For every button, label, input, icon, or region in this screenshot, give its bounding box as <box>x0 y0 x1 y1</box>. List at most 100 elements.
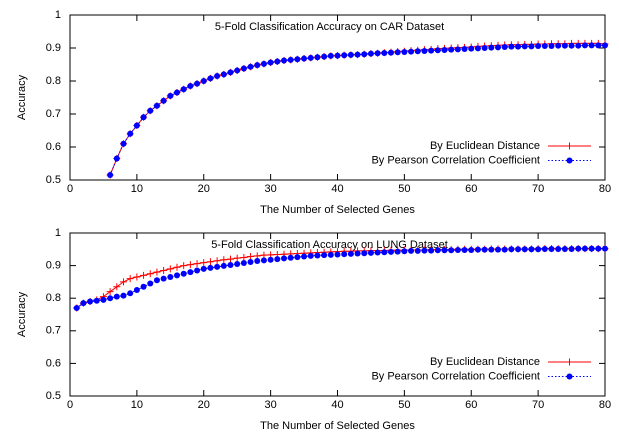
point <box>481 45 488 51</box>
point <box>341 52 348 59</box>
point <box>227 261 234 268</box>
x-tick-label: 0 <box>67 399 73 411</box>
point <box>535 43 542 50</box>
point <box>187 269 194 276</box>
point <box>347 51 354 58</box>
point <box>461 246 468 253</box>
point <box>508 43 515 50</box>
y-tick-label: 0.6 <box>46 141 61 153</box>
point <box>167 274 174 281</box>
point <box>194 267 201 274</box>
x-tick-label: 10 <box>131 399 143 411</box>
point <box>501 44 508 51</box>
point <box>568 42 575 49</box>
point <box>347 250 354 257</box>
point <box>160 275 167 282</box>
point <box>581 42 588 49</box>
point <box>548 43 555 50</box>
point <box>434 247 441 254</box>
point <box>107 172 114 179</box>
point <box>254 62 261 69</box>
plot-frame <box>69 232 606 397</box>
series: By Euclidean Distance <box>73 245 609 368</box>
point <box>421 247 428 254</box>
legend-marker <box>566 142 573 150</box>
legend-marker <box>566 157 573 164</box>
x-tick-label: 30 <box>265 183 277 195</box>
y-tick-label: 0.6 <box>46 357 61 369</box>
point <box>254 258 261 265</box>
point <box>301 55 308 62</box>
point <box>434 47 441 54</box>
point <box>314 252 321 259</box>
point <box>327 52 334 59</box>
point <box>247 63 254 70</box>
point <box>488 44 495 51</box>
x-tick-label: 40 <box>331 399 343 411</box>
x-tick-label: 10 <box>131 183 143 195</box>
y-tick-label: 0.5 <box>46 174 61 186</box>
point <box>454 246 461 253</box>
point <box>327 251 334 258</box>
point <box>120 140 127 147</box>
point <box>173 263 181 271</box>
point <box>561 245 568 252</box>
point <box>167 92 174 99</box>
point <box>174 89 180 96</box>
point <box>267 256 274 263</box>
point <box>160 266 168 274</box>
point <box>200 265 207 272</box>
x-axis-label: The Number of Selected Genes <box>260 420 415 432</box>
point <box>367 249 374 256</box>
legend-label: By Euclidean Distance <box>430 356 540 368</box>
point <box>334 251 341 258</box>
point <box>220 71 227 78</box>
point <box>153 102 160 109</box>
y-tick-label: 0.9 <box>46 260 61 272</box>
point <box>408 48 415 55</box>
point <box>307 54 314 61</box>
point <box>575 245 582 252</box>
point <box>281 255 287 262</box>
point <box>354 250 361 257</box>
point <box>227 255 234 263</box>
point <box>174 272 180 279</box>
point <box>267 59 274 66</box>
point <box>200 78 207 84</box>
x-axis-label: The Number of Selected Genes <box>260 204 415 216</box>
point <box>240 65 247 72</box>
point <box>127 130 134 137</box>
point <box>106 288 114 296</box>
point <box>87 298 94 305</box>
point <box>528 246 535 253</box>
point <box>247 252 255 260</box>
point <box>220 262 227 269</box>
plot-frame <box>69 14 606 181</box>
point <box>495 246 501 253</box>
point <box>354 51 361 58</box>
point <box>515 43 522 50</box>
point <box>234 260 241 267</box>
point <box>113 283 121 291</box>
point <box>575 42 582 49</box>
point <box>247 259 254 266</box>
point <box>133 273 141 281</box>
point <box>120 278 127 286</box>
y-tick-label: 0.7 <box>46 108 61 120</box>
point <box>508 246 515 253</box>
point <box>160 97 167 104</box>
point <box>388 49 394 56</box>
point <box>461 45 468 52</box>
point <box>294 56 301 63</box>
point <box>240 253 248 261</box>
point <box>448 247 455 254</box>
point <box>73 304 80 311</box>
point <box>414 247 421 254</box>
point <box>321 53 328 60</box>
point <box>260 60 267 67</box>
point <box>127 290 134 297</box>
point <box>602 245 608 252</box>
point <box>401 248 408 255</box>
